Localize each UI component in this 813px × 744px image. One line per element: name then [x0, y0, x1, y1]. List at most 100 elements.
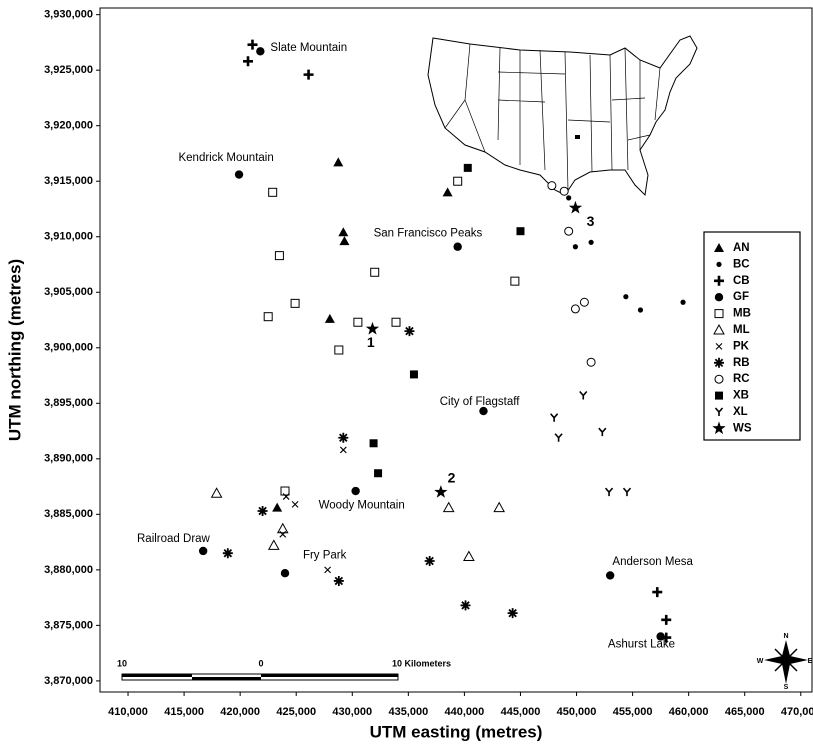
marker [559, 186, 569, 196]
y-tick-label: 3,925,000 [44, 64, 93, 76]
marker [442, 501, 455, 513]
marker [493, 501, 506, 513]
legend-marker [714, 309, 724, 319]
legend-marker [716, 261, 722, 267]
marker [351, 486, 360, 496]
legend-label: XB [733, 390, 749, 402]
marker [463, 550, 475, 562]
marker [566, 195, 572, 201]
scale-bar [121, 673, 399, 681]
compass-label: N [783, 633, 788, 640]
legend-label: MB [733, 308, 751, 320]
legend-label: PK [733, 340, 750, 352]
legend-marker [712, 421, 726, 435]
marker [272, 502, 283, 512]
marker [280, 568, 290, 578]
legend-marker [715, 343, 723, 350]
marker [604, 487, 614, 497]
marker [333, 575, 344, 586]
marker [243, 56, 254, 67]
marker [453, 176, 463, 186]
marker [391, 317, 401, 327]
marker [274, 251, 284, 261]
y-tick-label: 3,890,000 [44, 453, 93, 465]
marker [256, 47, 265, 56]
marker [276, 522, 289, 534]
y-tick-label: 3,885,000 [44, 508, 93, 520]
marker [637, 307, 644, 313]
marker [324, 566, 332, 574]
marker [661, 614, 672, 625]
x-tick-label: 410,000 [108, 706, 148, 718]
scale-label: 10 [117, 658, 127, 668]
y-tick-label: 3,930,000 [44, 9, 93, 21]
x-tick-label: 450,000 [557, 706, 597, 718]
legend-marker [714, 243, 724, 252]
y-axis-title: UTM northing (metres) [5, 259, 24, 441]
marker [442, 187, 453, 197]
x-tick-label: 470,000 [781, 706, 813, 718]
site-label: 3 [587, 213, 595, 229]
marker [282, 493, 290, 500]
marker [588, 239, 594, 245]
marker [570, 304, 580, 314]
marker [369, 439, 378, 448]
legend-label: GF [733, 291, 749, 303]
legend-marker [713, 323, 725, 335]
legend-box [703, 231, 801, 441]
compass-rose [764, 640, 808, 684]
marker [333, 157, 344, 167]
place-label: San Francisco Peaks [374, 227, 483, 239]
marker [680, 299, 686, 305]
marker [280, 486, 290, 496]
place-label: Railroad Draw [137, 533, 211, 545]
marker [656, 632, 665, 641]
marker [586, 357, 596, 367]
marker [463, 163, 472, 172]
marker [434, 485, 448, 498]
marker [516, 227, 525, 236]
marker [339, 236, 350, 246]
compass-label: E [808, 658, 813, 665]
y-tick-label: 3,870,000 [44, 675, 93, 687]
marker [568, 200, 583, 214]
marker [460, 600, 471, 611]
y-tick-label: 3,905,000 [44, 286, 93, 298]
marker [572, 244, 579, 250]
marker [222, 548, 233, 559]
place-label: Ashurst Lake [608, 638, 675, 650]
legend-marker [714, 374, 724, 384]
x-axis-title: UTM easting (metres) [370, 722, 543, 741]
y-tick-label: 3,880,000 [44, 564, 93, 576]
x-tick-label: 415,000 [164, 706, 204, 718]
compass-label: W [757, 658, 764, 665]
y-tick-label: 3,895,000 [44, 397, 93, 409]
legend-label: RB [733, 357, 750, 369]
y-tick-label: 3,875,000 [44, 619, 93, 631]
marker [374, 469, 383, 478]
legend-marker [714, 275, 724, 286]
y-tick-label: 3,900,000 [44, 342, 93, 354]
marker [291, 500, 299, 508]
marker [290, 298, 300, 308]
marker [547, 181, 557, 191]
x-tick-label: 465,000 [725, 706, 765, 718]
marker [303, 69, 314, 80]
marker [353, 317, 363, 327]
y-tick-label: 3,920,000 [44, 120, 93, 132]
marker [554, 433, 563, 442]
legend-marker [715, 391, 723, 400]
marker [564, 226, 574, 236]
marker [507, 608, 518, 619]
y-tick-label: 3,910,000 [44, 231, 93, 243]
legend-label: WS [733, 422, 752, 434]
marker [198, 546, 208, 556]
marker [550, 413, 559, 422]
scale-label: 10 Kilometers [392, 658, 451, 668]
compass-label: S [784, 684, 789, 691]
legend-label: XL [733, 406, 748, 418]
legend-marker [714, 293, 724, 302]
marker [579, 390, 588, 400]
legend-label: ML [733, 324, 750, 336]
